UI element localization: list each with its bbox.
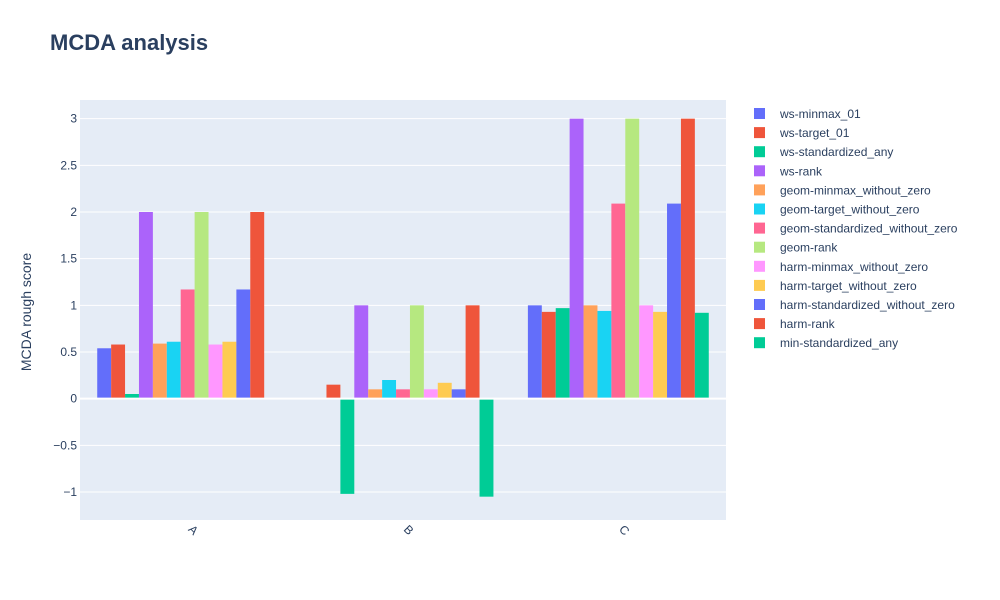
legend-label: ws-target_01 <box>779 126 850 140</box>
x-tick-label: A <box>186 522 202 538</box>
legend-swatch <box>754 165 765 177</box>
y-axis-title: MCDA rough score <box>18 253 34 371</box>
bar <box>479 398 494 497</box>
y-tick-label: 3 <box>70 112 77 126</box>
y-tick-label: 1.5 <box>60 252 77 266</box>
legend-swatch <box>754 203 765 215</box>
legend-label: min-standardized_any <box>780 336 898 350</box>
bar <box>152 343 167 399</box>
bar <box>541 311 556 399</box>
x-tick-label: C <box>616 522 632 538</box>
bar <box>138 212 153 399</box>
bar <box>382 380 397 399</box>
bar <box>667 203 681 399</box>
x-axis-ticks: A B C <box>186 522 633 538</box>
legend-label: geom-rank <box>780 241 838 255</box>
bar <box>423 389 438 399</box>
bar <box>222 341 237 399</box>
legend-swatch <box>754 279 765 291</box>
y-axis-ticks: −1 −0.5 0 0.5 1 1.5 2 2.5 3 <box>53 112 77 499</box>
bar <box>236 289 251 399</box>
bar <box>125 394 139 399</box>
legend-swatch <box>754 260 765 272</box>
bar <box>583 305 598 399</box>
legend-swatch <box>754 184 765 196</box>
y-tick-label: 2 <box>70 205 77 219</box>
bar <box>97 348 112 399</box>
bar <box>111 344 126 399</box>
legend-label: harm-rank <box>780 317 836 331</box>
bar <box>611 203 626 399</box>
bar <box>396 389 410 399</box>
legend-label: ws-standardized_any <box>779 145 893 159</box>
legend: ws-minmax_01 ws-target_01 ws-standardized_… <box>754 107 958 350</box>
legend-swatch <box>754 127 765 139</box>
bar <box>451 389 466 399</box>
legend-label: ws-minmax_01 <box>779 107 861 121</box>
bar <box>653 311 668 399</box>
y-tick-label: 0.5 <box>60 345 77 359</box>
legend-swatch <box>754 337 765 349</box>
bar <box>409 305 424 399</box>
legend-swatch <box>754 222 765 234</box>
x-tick-label: B <box>401 522 417 538</box>
bar <box>166 341 181 399</box>
y-tick-label: −0.5 <box>53 438 77 452</box>
bar <box>437 382 452 399</box>
y-tick-label: 2.5 <box>60 158 77 172</box>
bar <box>208 344 223 399</box>
y-tick-label: −1 <box>63 485 77 499</box>
bar <box>569 118 584 399</box>
bar <box>465 305 480 399</box>
bar <box>250 212 265 399</box>
bar <box>680 118 695 399</box>
legend-label: geom-minmax_without_zero <box>780 183 931 197</box>
legend-label: harm-minmax_without_zero <box>780 260 928 274</box>
bar <box>555 308 570 399</box>
bar <box>180 289 195 399</box>
bar <box>694 312 709 399</box>
legend-swatch <box>754 318 765 330</box>
legend-label: harm-target_without_zero <box>780 279 917 293</box>
legend-label: harm-standardized_without_zero <box>780 298 955 312</box>
y-tick-label: 0 <box>70 392 77 406</box>
legend-label: ws-rank <box>779 164 823 178</box>
chart-title: MCDA analysis <box>50 30 208 55</box>
bar <box>354 305 369 399</box>
legend-label: geom-standardized_without_zero <box>780 222 958 236</box>
legend-swatch <box>754 108 765 119</box>
bar <box>194 212 209 399</box>
bar <box>625 118 640 399</box>
legend-label: geom-target_without_zero <box>780 203 920 217</box>
bar <box>340 398 355 494</box>
bars <box>97 118 709 497</box>
bar <box>597 310 612 399</box>
y-tick-label: 1 <box>70 298 77 312</box>
bar <box>527 305 542 399</box>
bar <box>639 305 654 399</box>
legend-swatch <box>754 299 765 310</box>
legend-swatch <box>754 241 765 253</box>
bar <box>326 384 341 399</box>
legend-swatch <box>754 146 765 158</box>
bar <box>368 389 383 399</box>
